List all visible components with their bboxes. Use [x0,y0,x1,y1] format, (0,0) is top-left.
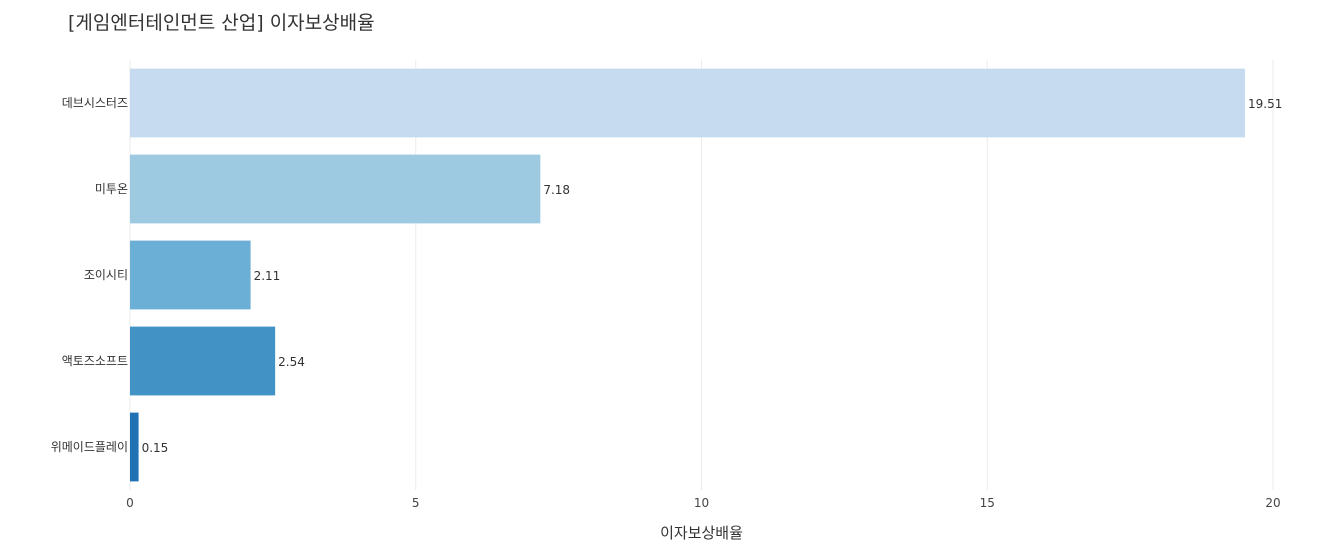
x-tick-label: 15 [980,496,995,510]
data-label: 0.15 [142,441,169,455]
chart-title: [게임엔터테인먼트 산업] 이자보상배율 [68,12,375,34]
x-tick-label: 20 [1265,496,1280,510]
data-label: 7.18 [543,183,570,197]
bars-layer [130,68,1245,482]
bar[interactable] [130,240,251,310]
bar[interactable] [130,68,1245,138]
x-tick-label: 5 [412,496,420,510]
x-axis-title: 이자보상배율 [660,524,743,542]
y-tick-label: 미투온 [95,182,128,196]
x-tick-label: 0 [126,496,134,510]
x-tick-label: 10 [694,496,709,510]
y-tick-label: 데브시스터즈 [62,96,128,110]
bar[interactable] [130,326,276,396]
y-tick-label: 액토즈소프트 [62,354,128,368]
bar[interactable] [130,412,139,482]
data-label: 2.54 [278,355,305,369]
data-label: 2.11 [254,269,281,283]
y-tick-label: 조이시티 [84,268,128,282]
y-tick-label: 위메이드플레이 [51,440,128,454]
bar[interactable] [130,154,541,224]
data-label: 19.51 [1248,97,1282,111]
labels-layer: 19.51 7.18 2.11 2.54 0.15 [142,97,1283,455]
